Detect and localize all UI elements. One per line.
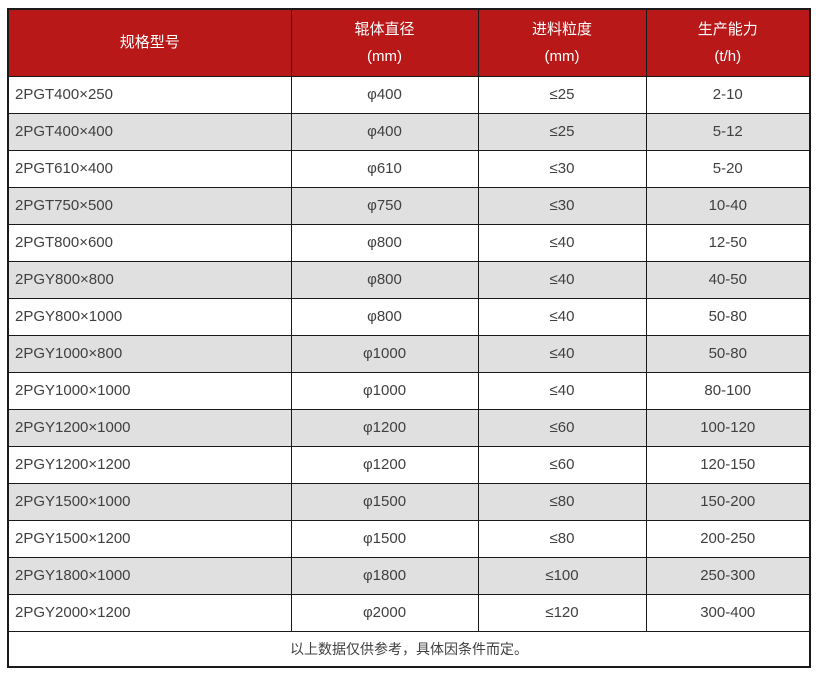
table-row: 2PGY1200×1000 φ1200 ≤60 100-120 <box>7 408 811 447</box>
model-cell: 2PGY1500×1000 <box>7 482 292 521</box>
spec-table-footer: 以上数据仅供参考，具体因条件而定。 <box>7 630 811 668</box>
table-row: 2PGT610×400 φ610 ≤30 5-20 <box>7 149 811 188</box>
capacity-cell: 5-12 <box>645 112 811 151</box>
table-row: 2PGT800×600 φ800 ≤40 12-50 <box>7 223 811 262</box>
table-row: 2PGT400×400 φ400 ≤25 5-12 <box>7 112 811 151</box>
roller-diameter-cell: φ1500 <box>290 519 479 558</box>
table-row: 2PGY800×1000 φ800 ≤40 50-80 <box>7 297 811 336</box>
header-model-label: 规格型号 <box>119 34 180 52</box>
model-cell: 2PGY800×800 <box>7 260 292 299</box>
footer-row: 以上数据仅供参考，具体因条件而定。 <box>7 630 811 668</box>
table-row: 2PGY800×800 φ800 ≤40 40-50 <box>7 260 811 299</box>
table-row: 2PGT400×250 φ400 ≤25 2-10 <box>7 75 811 114</box>
roller-diameter-cell: φ400 <box>290 75 479 114</box>
header-cell-capacity: 生产能力 (t/h) <box>645 8 811 77</box>
header-feed-unit: (mm) <box>544 47 580 65</box>
roller-diameter-cell: φ1200 <box>290 445 479 484</box>
roller-diameter-cell: φ1200 <box>290 408 479 447</box>
capacity-cell: 2-10 <box>645 75 811 114</box>
spec-table-header: 规格型号 辊体直径 (mm) 进料粒度 (mm) <box>7 8 811 77</box>
model-cell: 2PGY1500×1200 <box>7 519 292 558</box>
table-row: 2PGY1500×1000 φ1500 ≤80 150-200 <box>7 482 811 521</box>
feed-size-cell: ≤60 <box>477 445 647 484</box>
roller-diameter-cell: φ610 <box>290 149 479 188</box>
model-cell: 2PGT610×400 <box>7 149 292 188</box>
capacity-cell: 10-40 <box>645 186 811 225</box>
table-row: 2PGY1000×800 φ1000 ≤40 50-80 <box>7 334 811 373</box>
footer-note: 以上数据仅供参考，具体因条件而定。 <box>7 630 811 668</box>
capacity-cell: 120-150 <box>645 445 811 484</box>
header-cell-feed-size: 进料粒度 (mm) <box>477 8 647 77</box>
capacity-cell: 250-300 <box>645 556 811 595</box>
feed-size-cell: ≤30 <box>477 149 647 188</box>
roller-diameter-cell: φ800 <box>290 260 479 299</box>
feed-size-cell: ≤60 <box>477 408 647 447</box>
feed-size-cell: ≤40 <box>477 334 647 373</box>
header-row: 规格型号 辊体直径 (mm) 进料粒度 (mm) <box>7 8 811 77</box>
table-row: 2PGY2000×1200 φ2000 ≤120 300-400 <box>7 593 811 632</box>
header-diameter-unit: (mm) <box>367 47 402 65</box>
header-cell-model: 规格型号 <box>7 8 292 77</box>
roller-diameter-cell: φ750 <box>290 186 479 225</box>
model-cell: 2PGY1000×800 <box>7 334 292 373</box>
feed-size-cell: ≤40 <box>477 260 647 299</box>
roller-diameter-cell: φ1500 <box>290 482 479 521</box>
feed-size-cell: ≤25 <box>477 112 647 151</box>
feed-size-cell: ≤40 <box>477 371 647 410</box>
header-capacity-unit: (t/h) <box>714 47 742 65</box>
spec-table: 规格型号 辊体直径 (mm) 进料粒度 (mm) <box>7 8 811 668</box>
header-cell-roller-diameter: 辊体直径 (mm) <box>290 8 479 77</box>
roller-diameter-cell: φ2000 <box>290 593 479 632</box>
model-cell: 2PGT400×250 <box>7 75 292 114</box>
model-cell: 2PGY1200×1200 <box>7 445 292 484</box>
model-cell: 2PGY1000×1000 <box>7 371 292 410</box>
model-cell: 2PGY2000×1200 <box>7 593 292 632</box>
model-cell: 2PGT750×500 <box>7 186 292 225</box>
roller-diameter-cell: φ800 <box>290 223 479 262</box>
capacity-cell: 50-80 <box>645 297 811 336</box>
capacity-cell: 50-80 <box>645 334 811 373</box>
model-cell: 2PGT400×400 <box>7 112 292 151</box>
capacity-cell: 12-50 <box>645 223 811 262</box>
feed-size-cell: ≤40 <box>477 223 647 262</box>
capacity-cell: 200-250 <box>645 519 811 558</box>
feed-size-cell: ≤100 <box>477 556 647 595</box>
table-row: 2PGY1000×1000 φ1000 ≤40 80-100 <box>7 371 811 410</box>
feed-size-cell: ≤40 <box>477 297 647 336</box>
table-row: 2PGY1800×1000 φ1800 ≤100 250-300 <box>7 556 811 595</box>
roller-diameter-cell: φ1000 <box>290 334 479 373</box>
header-diameter-label: 辊体直径 <box>354 20 415 38</box>
feed-size-cell: ≤30 <box>477 186 647 225</box>
model-cell: 2PGY1200×1000 <box>7 408 292 447</box>
roller-diameter-cell: φ800 <box>290 297 479 336</box>
spec-table-body: 2PGT400×250 φ400 ≤25 2-10 2PGT400×400 φ4… <box>7 75 811 632</box>
header-feed-label: 进料粒度 <box>531 20 592 38</box>
capacity-cell: 150-200 <box>645 482 811 521</box>
roller-diameter-cell: φ1800 <box>290 556 479 595</box>
model-cell: 2PGY1800×1000 <box>7 556 292 595</box>
header-capacity-label: 生产能力 <box>697 20 758 38</box>
capacity-cell: 5-20 <box>645 149 811 188</box>
capacity-cell: 80-100 <box>645 371 811 410</box>
model-cell: 2PGT800×600 <box>7 223 292 262</box>
feed-size-cell: ≤25 <box>477 75 647 114</box>
capacity-cell: 100-120 <box>645 408 811 447</box>
table-row: 2PGY1200×1200 φ1200 ≤60 120-150 <box>7 445 811 484</box>
feed-size-cell: ≤80 <box>477 519 647 558</box>
capacity-cell: 300-400 <box>645 593 811 632</box>
feed-size-cell: ≤80 <box>477 482 647 521</box>
model-cell: 2PGY800×1000 <box>7 297 292 336</box>
roller-diameter-cell: φ400 <box>290 112 479 151</box>
capacity-cell: 40-50 <box>645 260 811 299</box>
roller-diameter-cell: φ1000 <box>290 371 479 410</box>
table-row: 2PGY1500×1200 φ1500 ≤80 200-250 <box>7 519 811 558</box>
feed-size-cell: ≤120 <box>477 593 647 632</box>
table-row: 2PGT750×500 φ750 ≤30 10-40 <box>7 186 811 225</box>
